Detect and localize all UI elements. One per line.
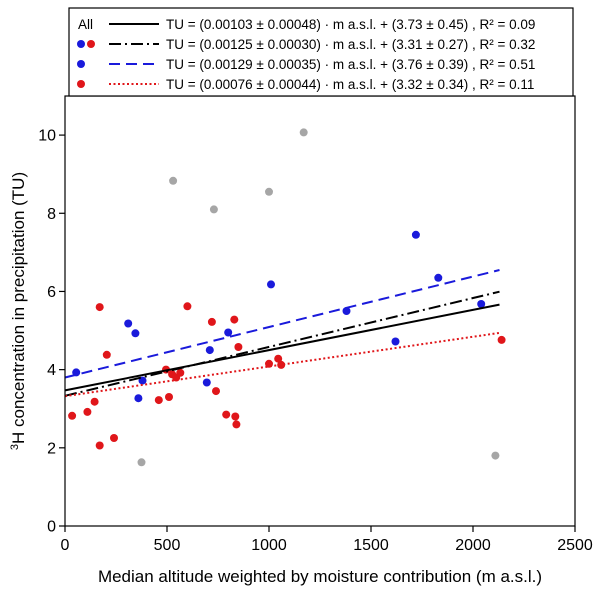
data-point-red bbox=[95, 303, 104, 312]
data-point-gray bbox=[137, 458, 146, 467]
legend-box bbox=[68, 7, 574, 97]
x-tick-label: 2500 bbox=[557, 537, 593, 554]
data-point-red bbox=[165, 393, 173, 401]
y-axis: 0 2 4 6 8 10 bbox=[38, 128, 65, 536]
data-point-red bbox=[274, 354, 283, 363]
data-point-red bbox=[102, 350, 111, 359]
x-tick-label: 1500 bbox=[353, 537, 389, 554]
data-point-gray bbox=[265, 187, 273, 196]
x-tick-label: 500 bbox=[154, 537, 181, 554]
y-tick-label: 10 bbox=[38, 128, 56, 145]
fit-lines bbox=[64, 269, 500, 398]
data-point-red bbox=[176, 368, 185, 377]
x-axis: 0 500 1000 1500 2000 2500 bbox=[61, 526, 593, 554]
data-point-red bbox=[212, 387, 220, 396]
data-point-red bbox=[231, 412, 240, 421]
y-axis-label-main: H concentration in precipitation (TU) bbox=[9, 172, 28, 444]
data-point-red bbox=[90, 397, 99, 406]
fit-line-4 bbox=[64, 331, 500, 398]
data-point-blue bbox=[391, 337, 400, 346]
data-point-blue bbox=[342, 307, 351, 315]
data-point-blue bbox=[134, 394, 143, 403]
y-tick-label: 6 bbox=[47, 284, 56, 301]
legend-equation: TU = (0.00103 ± 0.00048) · m a.s.l. + (3… bbox=[166, 17, 535, 32]
data-point-blue bbox=[205, 346, 214, 355]
legend-equation: TU = (0.00125 ± 0.00030) · m a.s.l. + (3… bbox=[166, 37, 535, 52]
y-tick-label: 2 bbox=[47, 440, 56, 457]
data-point-red bbox=[83, 407, 92, 416]
x-tick-label: 0 bbox=[61, 537, 70, 554]
legend-equation: TU = (0.00129 ± 0.00035) · m a.s.l. + (3… bbox=[166, 57, 535, 72]
data-point-blue bbox=[124, 319, 133, 328]
data-point-red bbox=[497, 335, 506, 344]
y-tick-label: 0 bbox=[47, 519, 56, 536]
legend-equation: TU = (0.00076 ± 0.00044) · m a.s.l. + (3… bbox=[166, 77, 534, 92]
data-point-red bbox=[232, 420, 241, 429]
y-tick-label: 8 bbox=[47, 206, 56, 223]
data-point-red bbox=[154, 396, 163, 405]
data-point-gray bbox=[169, 176, 178, 185]
data-point-blue bbox=[411, 230, 420, 239]
data-points bbox=[68, 128, 506, 467]
data-point-red bbox=[277, 360, 286, 369]
data-point-red bbox=[230, 315, 239, 324]
data-point-blue bbox=[434, 273, 443, 282]
legend-label: All bbox=[78, 17, 93, 32]
fit-line-1 bbox=[64, 303, 500, 392]
x-tick-label: 1000 bbox=[251, 537, 287, 554]
data-point-gray bbox=[299, 128, 308, 137]
data-point-red bbox=[110, 434, 118, 442]
data-point-blue bbox=[477, 300, 486, 308]
data-point-gray bbox=[209, 205, 218, 214]
x-tick-label: 2000 bbox=[455, 537, 491, 554]
y-axis-label-superscript: 3 bbox=[9, 444, 21, 450]
data-point-blue bbox=[224, 328, 233, 337]
data-point-gray bbox=[491, 451, 500, 460]
x-axis-label: Median altitude weighted by moisture con… bbox=[98, 567, 542, 586]
legend-marker bbox=[77, 40, 85, 48]
data-point-blue bbox=[202, 378, 211, 387]
data-point-blue bbox=[267, 280, 275, 289]
legend-marker bbox=[77, 60, 85, 68]
data-point-red bbox=[234, 343, 243, 351]
data-point-red bbox=[95, 441, 104, 450]
legend: All TU = (0.00103 ± 0.00048) · m a.s.l. +… bbox=[68, 7, 574, 97]
legend-marker bbox=[87, 40, 95, 48]
legend-marker bbox=[77, 80, 85, 88]
y-tick-label: 4 bbox=[47, 362, 56, 379]
data-point-blue bbox=[131, 329, 140, 338]
y-axis-label: 3H concentration in precipitation (TU) bbox=[9, 172, 28, 450]
fit-line-2 bbox=[64, 290, 500, 397]
fit-line-3 bbox=[64, 269, 500, 379]
data-point-red bbox=[207, 317, 216, 326]
data-point-red bbox=[68, 411, 77, 420]
data-point-red bbox=[183, 302, 192, 311]
data-point-red bbox=[222, 410, 231, 419]
